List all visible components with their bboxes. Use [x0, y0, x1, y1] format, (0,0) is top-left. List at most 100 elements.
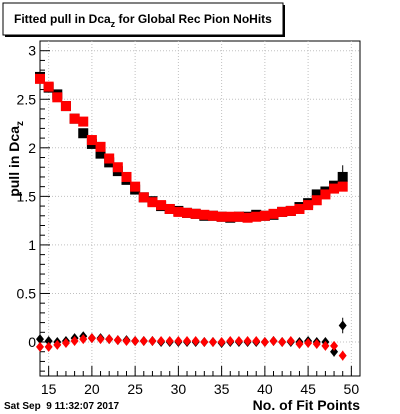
data-point	[321, 340, 330, 351]
data-point	[60, 101, 71, 112]
data-point	[217, 337, 226, 348]
data-point	[147, 197, 158, 208]
data-point	[113, 335, 122, 346]
data-point	[86, 135, 97, 146]
x-tick-label: 25	[127, 381, 143, 397]
data-point	[36, 341, 44, 352]
data-point	[190, 208, 201, 219]
data-point	[269, 336, 278, 347]
data-point	[182, 207, 193, 218]
date-stamp: Sat Sep 9 11:32:07 2017	[4, 401, 120, 412]
data-point	[207, 210, 218, 221]
data-point	[252, 336, 261, 347]
data-point	[157, 336, 166, 347]
data-point	[337, 171, 348, 182]
title-box: Fitted pull in Dcaz for Global Rec Pion …	[2, 2, 285, 37]
data-point	[311, 189, 322, 200]
data-point	[165, 336, 174, 347]
data-point	[148, 336, 157, 347]
data-point	[69, 113, 80, 124]
y-tick-label: 0	[28, 334, 36, 350]
x-tick-label: 40	[257, 381, 273, 397]
data-point	[233, 211, 244, 222]
data-point	[112, 162, 123, 173]
data-point	[104, 153, 115, 164]
data-point	[338, 320, 347, 331]
y-tick-label: 2	[28, 140, 36, 156]
data-point	[139, 336, 148, 347]
data-point	[320, 189, 331, 200]
data-point	[208, 337, 217, 348]
data-point	[303, 200, 314, 211]
data-point	[79, 334, 88, 345]
data-point	[35, 73, 45, 84]
data-point	[278, 337, 287, 348]
data-point	[216, 211, 227, 222]
data-point	[43, 81, 54, 92]
data-point	[164, 203, 175, 214]
data-point	[191, 336, 200, 347]
x-tick-label: 20	[84, 381, 100, 397]
data-point	[295, 338, 304, 349]
chart-title: Fitted pull in Dcaz for Global Rec Pion …	[14, 12, 272, 29]
data-point	[304, 337, 313, 348]
data-point	[312, 338, 321, 349]
y-tick-label: 0.5	[17, 285, 37, 301]
x-tick-label: 30	[171, 381, 187, 397]
data-point	[44, 336, 53, 347]
data-point	[174, 336, 183, 347]
series-layer	[35, 71, 348, 361]
data-point	[44, 341, 53, 352]
y-tick-label: 3	[28, 43, 36, 59]
data-point	[268, 208, 279, 219]
data-point	[200, 337, 209, 348]
grid	[40, 41, 360, 376]
y-axis-title: pull in Dcaz	[6, 121, 26, 197]
y-tick-label: 1	[28, 237, 36, 253]
series-2	[35, 73, 348, 223]
y-tick-label: 2.5	[17, 91, 37, 107]
plot-frame	[39, 40, 361, 377]
data-point	[96, 334, 105, 345]
data-point	[156, 200, 167, 211]
data-point	[226, 336, 235, 347]
data-point	[329, 183, 340, 194]
data-point	[95, 148, 106, 159]
data-point	[122, 336, 131, 347]
data-point	[36, 334, 44, 345]
series-4	[36, 333, 347, 361]
data-point	[61, 337, 70, 348]
data-point	[311, 195, 322, 206]
data-point	[330, 340, 339, 351]
data-point	[199, 209, 210, 220]
data-point	[277, 206, 288, 217]
data-point	[285, 205, 296, 216]
data-point	[105, 334, 114, 345]
data-point	[78, 116, 89, 127]
data-point	[52, 92, 63, 103]
data-point	[286, 336, 295, 347]
data-point	[130, 181, 141, 192]
data-point	[87, 333, 96, 344]
data-point	[70, 336, 79, 347]
x-tick-label: 45	[300, 381, 316, 397]
data-point	[337, 181, 348, 192]
x-tick-label: 50	[344, 381, 360, 397]
data-point	[330, 346, 339, 357]
data-point	[251, 211, 262, 222]
data-point	[242, 212, 253, 223]
data-point	[259, 210, 270, 221]
data-point	[173, 206, 184, 217]
data-point	[121, 171, 132, 182]
axes: 15 20 25 30 35 40 45 50 0 0.5 1 1.5 2 2.5 3	[17, 43, 361, 397]
x-axis-title: No. of Fit Points	[253, 397, 361, 413]
data-point	[225, 211, 236, 222]
data-point	[294, 203, 305, 214]
x-tick-label: 35	[214, 381, 230, 397]
data-point	[338, 350, 347, 361]
data-point	[95, 141, 106, 152]
data-point	[234, 336, 243, 347]
data-point	[260, 337, 269, 348]
data-point	[138, 192, 149, 203]
